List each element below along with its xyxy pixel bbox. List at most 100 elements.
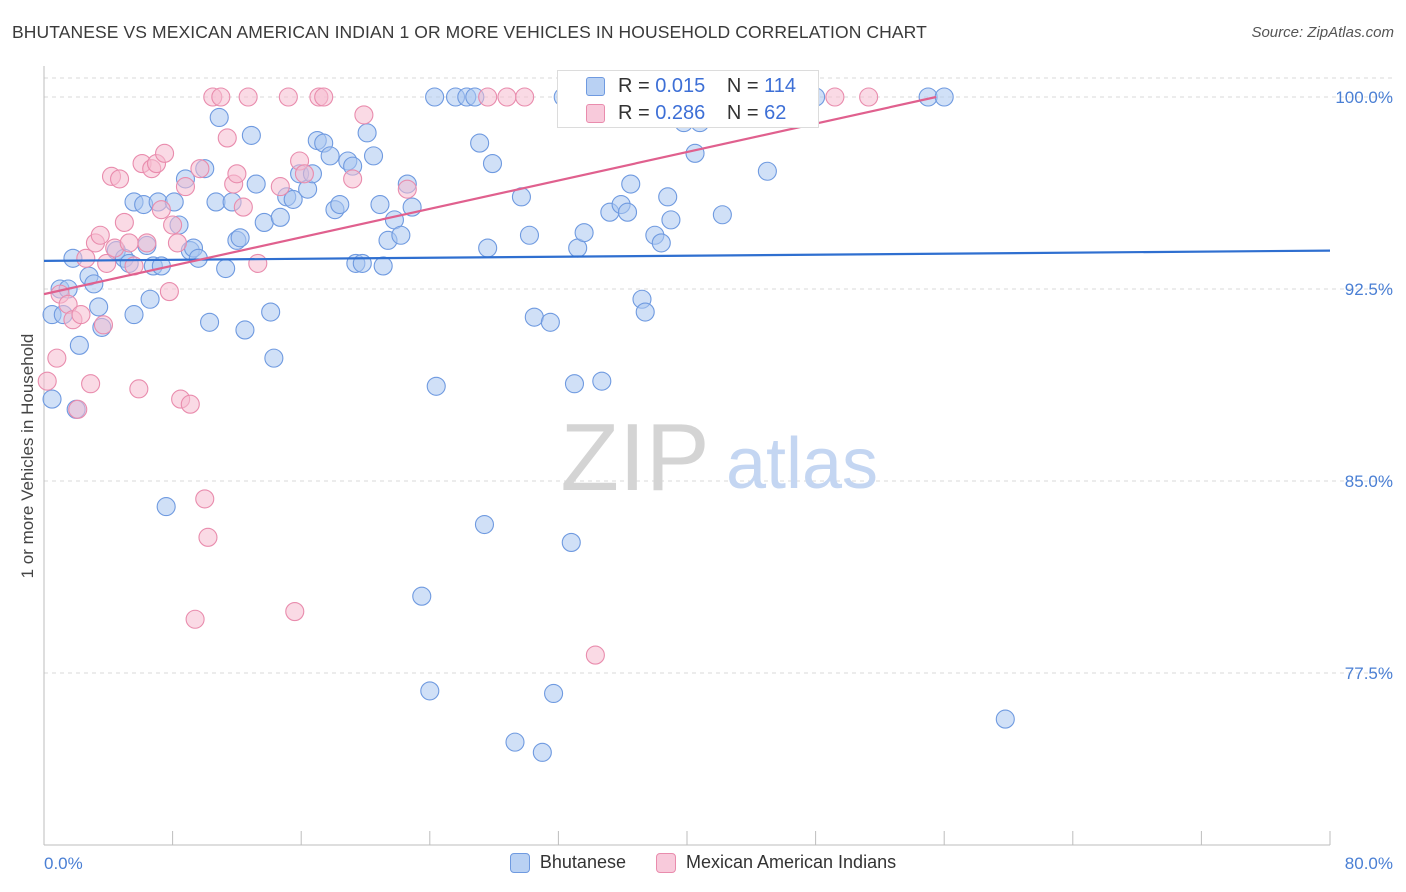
stats-n-value-pink: 62: [764, 102, 787, 124]
point-mexican-american-indians: [270, 177, 290, 197]
point-mexican-american-indians: [180, 394, 200, 414]
legend-item-mexican-american-indians[interactable]: Mexican American Indians: [655, 852, 897, 873]
point-mexican-american-indians: [97, 253, 117, 273]
point-bhutanese: [254, 212, 274, 232]
point-bhutanese: [544, 683, 564, 704]
point-bhutanese: [425, 87, 445, 107]
point-bhutanese: [658, 187, 678, 207]
trend-line-bhutanese: [43, 249, 1331, 262]
point-bhutanese: [685, 143, 705, 163]
point-bhutanese: [235, 320, 255, 340]
watermark-zip: ZIP: [560, 404, 709, 511]
point-bhutanese: [661, 210, 681, 230]
point-bhutanese: [420, 681, 440, 701]
source-label: Source: ZipAtlas.com: [1251, 24, 1394, 41]
trend-line-mexican-american-indians: [43, 95, 937, 296]
point-bhutanese: [156, 497, 176, 517]
stats-r-label: R =: [618, 75, 650, 97]
point-mexican-american-indians: [314, 87, 334, 107]
point-bhutanese: [209, 107, 229, 128]
point-mexican-american-indians: [155, 143, 175, 163]
point-bhutanese: [373, 256, 393, 276]
y-tick-label: 100.0%: [1335, 88, 1393, 107]
point-bhutanese: [617, 202, 638, 222]
watermark-atlas: atlas: [726, 424, 878, 504]
point-mexican-american-indians: [198, 527, 218, 547]
point-mexican-american-indians: [190, 159, 210, 179]
point-mexican-american-indians: [47, 348, 67, 368]
point-bhutanese: [200, 312, 220, 332]
point-bhutanese: [124, 305, 144, 325]
point-mexican-american-indians: [211, 87, 231, 107]
point-bhutanese: [352, 253, 372, 273]
point-bhutanese: [246, 174, 266, 194]
y-tick-label: 85.0%: [1345, 472, 1393, 491]
point-mexican-american-indians: [515, 87, 535, 107]
axis-tick-labels: 100.0% 92.5% 85.0% 77.5% 0.0% 80.0%: [44, 88, 1393, 873]
point-mexican-american-indians: [354, 105, 374, 125]
legend: Bhutanese Mexican American Indians: [0, 852, 1406, 873]
point-bhutanese: [216, 258, 236, 279]
point-bhutanese: [42, 389, 62, 409]
point-bhutanese: [635, 302, 655, 322]
point-mexican-american-indians: [195, 489, 215, 509]
point-bhutanese: [370, 194, 390, 215]
legend-label-mexican-american-indians: Mexican American Indians: [685, 852, 897, 872]
point-bhutanese: [391, 225, 411, 245]
point-mexican-american-indians: [285, 602, 305, 622]
chart-title: BHUTANESE VS MEXICAN AMERICAN INDIAN 1 O…: [12, 22, 927, 42]
point-bhutanese: [283, 189, 303, 209]
point-mexican-american-indians: [175, 177, 196, 197]
point-mexican-american-indians: [238, 87, 258, 107]
point-mexican-american-indians: [859, 87, 879, 107]
point-bhutanese: [505, 732, 525, 752]
point-mexican-american-indians: [167, 233, 187, 253]
point-mexican-american-indians: [37, 371, 57, 391]
point-mexican-american-indians: [71, 305, 91, 325]
point-mexican-american-indians: [217, 128, 237, 148]
point-bhutanese: [261, 302, 281, 322]
stats-r-label: R =: [618, 102, 650, 124]
point-bhutanese: [564, 374, 585, 394]
x-tick-label-min: 0.0%: [44, 854, 83, 873]
point-mexican-american-indians: [343, 169, 363, 189]
point-bhutanese: [651, 233, 671, 253]
point-bhutanese: [206, 192, 226, 212]
point-mexican-american-indians: [294, 164, 314, 184]
stats-n-value-blue: 114: [764, 75, 797, 97]
trend-lines: [43, 95, 1331, 296]
point-mexican-american-indians: [151, 200, 171, 220]
point-mexican-american-indians: [397, 179, 417, 199]
stats-swatch-pink: [586, 104, 605, 123]
point-bhutanese: [241, 125, 261, 145]
point-mexican-american-indians: [233, 197, 253, 217]
stats-n-label: N =: [726, 102, 759, 124]
stats-swatch-blue: [586, 77, 605, 96]
legend-item-bhutanese[interactable]: Bhutanese: [509, 852, 626, 873]
point-bhutanese: [621, 174, 641, 194]
grid-lines: [44, 77, 1392, 674]
point-bhutanese: [270, 207, 290, 227]
point-mexican-american-indians: [110, 169, 130, 189]
legend-label-bhutanese: Bhutanese: [539, 852, 626, 872]
point-bhutanese: [574, 223, 594, 243]
point-mexican-american-indians: [90, 225, 110, 245]
point-bhutanese: [478, 238, 498, 258]
point-bhutanese: [89, 297, 109, 317]
point-bhutanese: [519, 225, 540, 245]
point-mexican-american-indians: [227, 164, 247, 184]
point-bhutanese: [363, 146, 384, 166]
point-bhutanese: [934, 87, 954, 107]
point-mexican-american-indians: [114, 212, 134, 232]
point-mexican-american-indians: [68, 399, 88, 419]
watermark: ZIP atlas: [560, 404, 878, 511]
point-bhutanese: [524, 307, 544, 327]
point-bhutanese: [482, 154, 503, 174]
data-points: [37, 87, 1015, 762]
point-bhutanese: [412, 586, 432, 606]
point-mexican-american-indians: [585, 645, 605, 665]
point-bhutanese: [757, 161, 777, 181]
point-mexican-american-indians: [137, 233, 157, 253]
y-tick-label: 77.5%: [1345, 664, 1393, 683]
